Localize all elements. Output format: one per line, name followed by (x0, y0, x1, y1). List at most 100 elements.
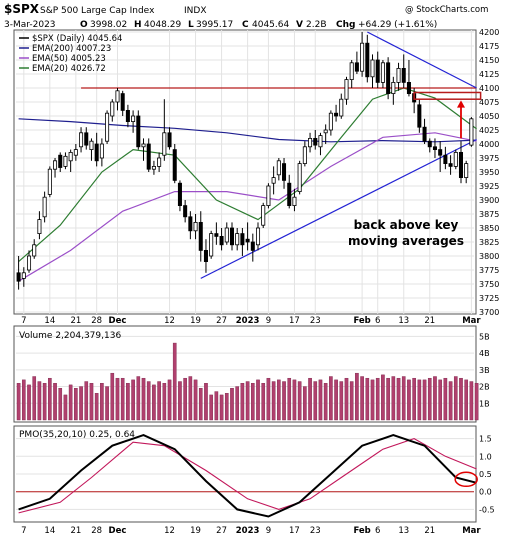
price-tick-label: 3850 (479, 224, 499, 233)
candle-up (464, 163, 469, 179)
candle-up (79, 132, 84, 148)
pmo-grid (16, 438, 474, 510)
candle-up (292, 196, 297, 206)
candle-up (396, 68, 401, 83)
candle-up (339, 98, 344, 117)
volume-bar (459, 377, 463, 421)
bottom-date-tick-label: 13 (398, 526, 409, 536)
volume-bar (105, 386, 109, 421)
candle-up (453, 151, 458, 167)
legend-label: $SPX (Daily) 4045.64 (32, 34, 122, 44)
candle-down (183, 205, 188, 218)
candle-up (235, 233, 240, 246)
volume-bar (178, 381, 182, 421)
volume-bar (209, 394, 213, 421)
candle-up (32, 244, 37, 257)
price-tick-label: 3775 (479, 266, 499, 275)
trend-line (367, 31, 477, 89)
candle-up (151, 165, 156, 170)
bottom-date-tick-label: 14 (44, 526, 55, 536)
price-tick-label: 4100 (479, 84, 499, 93)
candle-down (245, 238, 250, 243)
volume-y-axis: 1B 2B 3B 4B 5B (479, 332, 490, 408)
pmo-tick-label: 0.0 (479, 488, 492, 497)
volume-bar (89, 383, 94, 421)
candle-down (16, 272, 21, 282)
quote-date: 3-Mar-2023 (4, 20, 56, 30)
candle-up (271, 177, 276, 184)
date-tick-label: 21 (70, 316, 81, 326)
candle-up (209, 233, 214, 257)
date-tick-label: 21 (424, 316, 435, 326)
candle-up (99, 143, 104, 159)
candle-up (37, 219, 42, 235)
volume-bar (136, 376, 141, 421)
volume-bar (349, 381, 354, 421)
volume-bar (157, 381, 161, 421)
volume-bar (318, 379, 323, 421)
date-tick-label: 13 (398, 316, 409, 326)
candle-down (84, 132, 89, 146)
volume-tick-label: 4B (479, 349, 490, 358)
price-tick-label: 4125 (479, 70, 499, 79)
change-label: Chg (336, 20, 355, 30)
date-tick-label: 12 (164, 316, 175, 326)
bottom-date-tick-label: 28 (91, 526, 102, 536)
breakout-arrow-head (456, 100, 465, 108)
volume-bar (100, 383, 104, 421)
candle-up (110, 101, 115, 117)
volume-bar (183, 377, 187, 421)
volume-bar (120, 377, 125, 421)
candle-up (323, 129, 328, 134)
volume-bar (58, 388, 63, 421)
exchange: INDX (184, 6, 206, 16)
volume-bar (74, 388, 78, 421)
candle-up (261, 205, 266, 226)
date-axis-top: 7 14 21 28 Dec 12 19 27 2023 9 17 23 Feb 6 13 21 Mar (21, 316, 481, 326)
price-tick-label: 4200 (479, 28, 499, 37)
volume-bar (131, 379, 135, 421)
volume-bar (365, 377, 370, 421)
volume-tick-label: 2B (479, 383, 490, 392)
volume-bar (375, 377, 380, 421)
volume-bar (329, 376, 333, 421)
candle-down (219, 235, 224, 246)
candle-down (229, 227, 235, 246)
volume-bar (474, 383, 479, 421)
candle-down (198, 221, 203, 251)
price-tick-label: 3975 (479, 154, 499, 163)
candle-down (443, 154, 448, 164)
low-label: L (188, 20, 194, 30)
candle-up (469, 118, 474, 146)
candle-up (157, 157, 162, 167)
volume-tick-label: 1B (479, 399, 490, 408)
candle-down (365, 42, 370, 78)
candle-up (318, 135, 323, 148)
volume-bar (303, 386, 307, 421)
volume-bar (334, 379, 338, 421)
pmo-lines (18, 434, 478, 518)
date-tick-label: 7 (21, 316, 26, 326)
candle-up (131, 115, 136, 122)
candle-up (255, 227, 261, 246)
volume-bar (427, 377, 432, 421)
candle-up (349, 62, 354, 80)
volume-bar (230, 388, 234, 421)
candle-down (172, 149, 177, 181)
volume-bar (193, 379, 198, 421)
bottom-date-tick-label: 7 (21, 526, 26, 536)
date-tick-label: 14 (44, 316, 55, 326)
candle-down (427, 140, 432, 148)
volume-bar (297, 381, 302, 421)
candle-down (386, 62, 391, 94)
candle-down (334, 112, 339, 117)
volume-bar (381, 374, 385, 421)
pmo-legend-prefix: PMO(35,20,10) 0.25, 0.64 (19, 430, 135, 440)
date-tick-label: Dec (109, 316, 127, 326)
date-tick-label: Mar (462, 316, 481, 326)
volume-bar (126, 383, 130, 421)
legend-label: EMA(50) 4005.23 (32, 54, 106, 64)
pmo-tick-label: 1.5 (479, 435, 492, 444)
candle-down (136, 115, 141, 148)
